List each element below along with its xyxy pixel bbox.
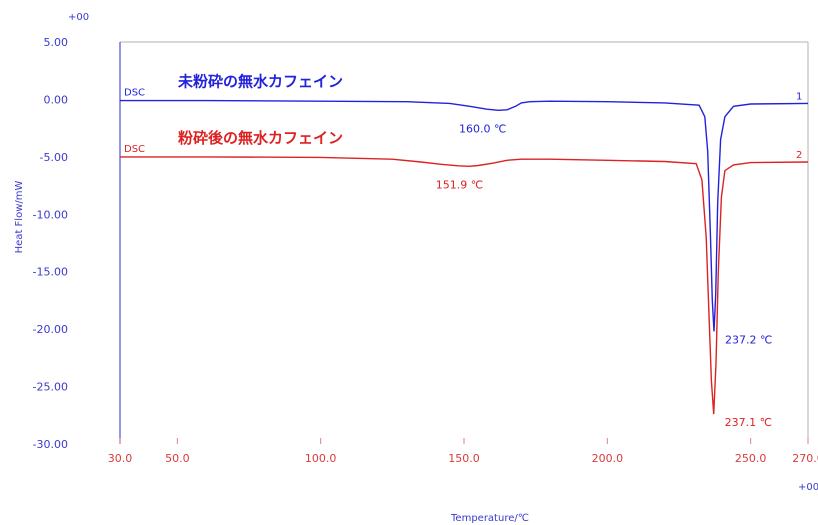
y-tick-label: -10.00 xyxy=(33,208,68,221)
x-tick-label: 270.0 xyxy=(792,452,818,465)
series-index-2: 2 xyxy=(796,150,802,161)
peak-label-1-1: 160.0 ℃ xyxy=(459,122,506,135)
annotations: DSC 1 未粉砕の無水カフェイン 160.0 ℃ 237.2 ℃ DSC 2 粉砕後の無水カ… xyxy=(124,73,802,430)
peak-label-2-2: 237.1 ℃ xyxy=(725,416,772,429)
x-tick-label: 200.0 xyxy=(592,452,624,465)
y-tick-label: -20.00 xyxy=(33,323,68,336)
x-tick-label: 250.0 xyxy=(735,452,767,465)
x-tick-label: 30.0 xyxy=(108,452,133,465)
series-tag-2: DSC xyxy=(124,144,145,155)
corner-top-exponent: +00 xyxy=(68,12,89,23)
corner-right-exponent: +00 xyxy=(798,482,818,493)
y-tick-label: 5.00 xyxy=(44,36,69,49)
series-line-1 xyxy=(120,99,809,332)
x-tick-label: 100.0 xyxy=(305,452,337,465)
y-tick-label: -15.00 xyxy=(33,266,68,279)
x-tick-label: 150.0 xyxy=(448,452,480,465)
peak-label-2-1: 151.9 ℃ xyxy=(436,178,483,191)
peak-label-1-2: 237.2 ℃ xyxy=(725,333,772,346)
y-tick-label: -25.00 xyxy=(33,381,68,394)
y-tick-label: 0.00 xyxy=(44,93,69,106)
series-tag-1: DSC xyxy=(124,88,145,99)
x-axis-ticks: 30.0 50.0 100.0 150.0 200.0 250.0 270.0 xyxy=(108,438,818,465)
x-tick-label: 50.0 xyxy=(165,452,190,465)
y-axis-ticks: 5.00 0.00 -5.00 -10.00 -15.00 -20.00 -25.00 -30… xyxy=(33,36,68,451)
series-lines xyxy=(120,99,809,415)
series-name-1: 未粉砕の無水カフェイン xyxy=(177,73,343,91)
y-axis-label: Heat Flow/mW xyxy=(14,181,25,254)
series-index-1: 1 xyxy=(796,91,802,102)
plot-frame xyxy=(119,41,809,444)
series-name-2: 粉砕後の無水カフェイン xyxy=(178,129,343,147)
x-axis-label: Temperature/℃ xyxy=(450,513,529,524)
y-tick-label: -30.00 xyxy=(33,438,68,451)
y-tick-label: -5.00 xyxy=(40,151,68,164)
series-line-2 xyxy=(120,156,809,415)
